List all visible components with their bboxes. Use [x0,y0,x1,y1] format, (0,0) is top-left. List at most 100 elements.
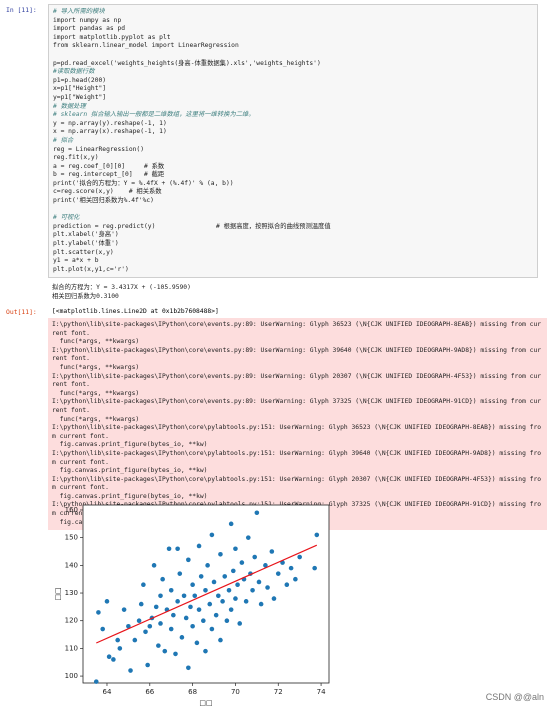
scatter-point [160,576,165,582]
watermark: CSDN @@aln [485,692,544,702]
stdout-line: 拟合的方程为：Y = 3.4317X + (-105.9590) [52,284,191,291]
scatter-point [228,521,234,527]
scatter-point [243,599,249,604]
scatter-point [222,574,228,579]
scatter-point [132,637,138,643]
scatter-point [196,543,202,549]
scatter-point [194,640,200,646]
scatter-point [216,593,221,599]
scatter-point [145,662,150,668]
scatter-point [186,665,191,671]
code-line: plt.xlabel('身高') [53,231,119,239]
warning-line: fig.canvas.print_figure(bytes_io, **kw) [52,467,208,475]
scatter-point [104,599,110,604]
scatter-point [209,532,215,538]
y-tick-label: 120 [65,617,78,625]
scatter-point [284,582,290,588]
scatter-point [293,576,298,582]
scatter-point [250,587,255,593]
code-line: # 可视化 [53,214,80,222]
scatter-point [147,623,153,629]
x-tick-label: 66 [145,688,154,696]
scatter-point [192,593,198,599]
scatter-point [186,557,191,563]
scatter-point [245,535,251,540]
scatter-point [237,621,243,626]
scatter-point [173,651,178,657]
y-axis-label: □□ [54,587,62,600]
code-cell[interactable]: # 导入所需的模块 import numpy as np import pandas… [48,4,538,278]
scatter-point [230,568,236,574]
y-tick-label: 140 [65,561,78,569]
y-tick-label: 130 [65,589,78,597]
code-line: # 拟合 [53,136,74,144]
x-axis-label: □□ [199,699,212,707]
y-tick-label: 160 [65,506,78,514]
scatter-point [115,637,120,643]
scatter-point [177,571,183,576]
code-line: # 数据处理 [53,102,86,110]
scatter-point [179,635,185,640]
code-line: # 导入所需的模块 [53,8,105,15]
warning-line: func(*args, **kwargs) [52,415,140,423]
code-line: p1=p.head(200) [53,76,107,84]
scatter-point [183,615,189,621]
warning-line: I:\python\lib\site-packages\IPython\core… [52,372,542,389]
scatter-point [213,612,219,618]
scatter-point [93,679,99,684]
scatter-point [121,607,127,612]
x-tick-label: 64 [103,688,112,696]
scatter-point [228,607,234,612]
scatter-point [162,648,168,654]
scatter-point [252,554,258,560]
scatter-point [314,532,320,538]
warning-line: func(*args, **kwargs) [52,338,140,346]
code-line: x=p1["Height"] [53,85,107,93]
x-tick-label: 68 [188,688,197,696]
scatter-point [128,668,133,673]
scatter-point [254,510,260,516]
scatter-point [168,587,174,593]
scatter-point [198,574,204,579]
scatter-point [158,593,163,599]
scatter-point [265,585,270,590]
code-line: y=p1["Weight"] [53,93,107,101]
code-line: # sklearn 拟合输入输出一般都是二维数组，这里将一维转换为二维。 [53,111,255,119]
code-line: prediction = reg.predict(y) # 根据高度，按照拟合的… [53,222,331,230]
code-line: c=reg.score(x,y) # 相关系数 [53,188,162,196]
scatter-point [203,587,208,593]
scatter-point [156,643,161,648]
scatter-point [175,599,180,604]
scatter-point [175,546,180,552]
scatter-point [239,560,245,565]
scatter-point [226,587,232,593]
scatter-point [171,612,176,618]
warning-line: I:\python\lib\site-packages\IPython\core… [52,398,542,414]
code-line: print('相关回归系数为%.4f'%c) [53,197,154,205]
scatter-point [166,546,172,552]
scatter-point [106,654,112,660]
code-line: import pandas as pd [53,25,126,33]
scatter-point [158,621,163,626]
scatter-point [288,565,294,571]
scatter-point [209,626,215,632]
code-line: from sklearn.linear_model import LinearR… [53,42,239,50]
y-tick-label: 110 [65,644,78,652]
scatter-point [256,579,262,585]
scatter-point [153,604,159,610]
fit-line [96,544,318,644]
code-line: b = reg.intercept_[0] # 截距 [53,171,165,179]
code-line: import matplotlib.pyplot as plt [53,33,171,41]
y-tick-label: 100 [65,672,78,680]
stderr-output: I:\python\lib\site-packages\IPython\core… [48,318,547,531]
x-tick-label: 70 [231,688,240,696]
warning-line: func(*args, **kwargs) [52,363,140,371]
code-line: y1 = a*x + b [53,257,99,265]
stdout-line: 相关回归系数为0.3100 [52,292,119,300]
scatter-point [233,596,238,601]
scatter-point [220,599,225,604]
code-line: #读取数据行数 [53,68,95,76]
warning-line: I:\python\lib\site-packages\IPython\core… [52,449,542,466]
